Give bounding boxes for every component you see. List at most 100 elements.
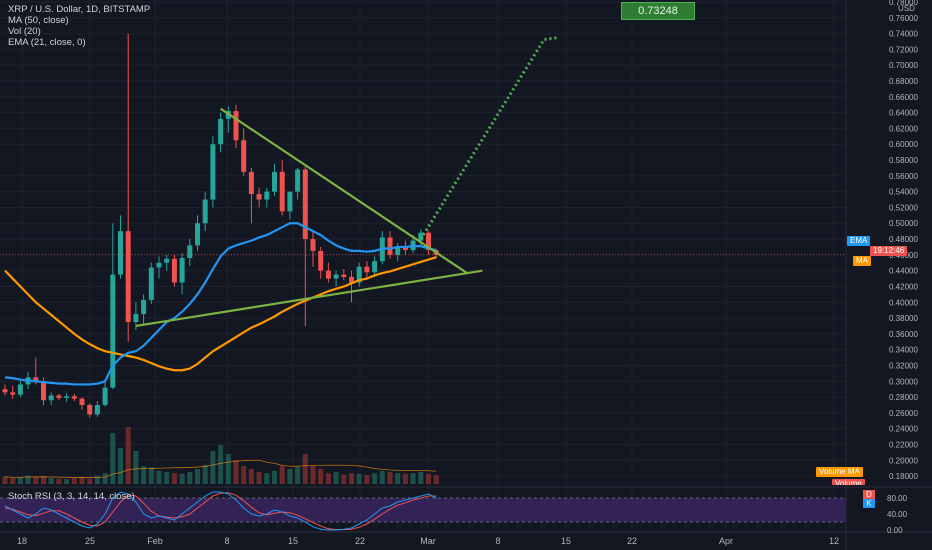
candle-body [248,171,254,195]
support-trendline [135,269,483,328]
candle-body [218,118,224,145]
time-tick-label: Mar [420,536,436,546]
candle-body [118,231,123,275]
target-price-label[interactable]: 0.73248 [621,2,695,20]
rsi-tick-label: 80.00 [887,494,908,503]
price-tick-label: 0.40000 [889,298,918,307]
volume-bar [56,478,62,484]
candlesticks[interactable] [2,33,439,418]
candle-body [64,396,70,398]
volume-bar [233,460,239,484]
volume-tag: Volume [832,479,865,485]
volume-bar [17,477,23,484]
price-tick-label: 0.74000 [889,30,918,39]
volume-bar [295,467,301,484]
candle-body [418,232,424,241]
candle-body [256,194,262,200]
candle-body [402,246,408,251]
candle-body [210,144,216,200]
price-tick-label: 0.28000 [889,393,918,402]
rsi-tick-label: 0.00 [887,526,903,535]
candle-body [264,191,270,200]
countdown-tag: 19:12:46 [870,246,908,256]
time-tick-label: 12 [829,536,839,546]
price-tick-label: 0.38000 [889,314,918,323]
stoch-k-line [4,491,437,531]
candle-body [141,299,147,315]
candle-body [17,384,23,395]
candle-body [87,404,93,415]
volume-bar [379,470,385,484]
price-tick-label: 0.44000 [889,267,918,276]
candle-body [341,274,347,277]
volume-bar [164,472,170,484]
volume-bar [64,479,70,484]
price-tick-label: 0.48000 [889,235,918,244]
volume-bar [225,454,231,484]
candle-body [171,258,177,283]
price-tick-label: 0.30000 [889,377,918,386]
volume-bar [387,472,393,484]
ma-legend[interactable]: MA (50, close) [8,15,69,26]
candle-body [156,262,162,268]
price-tick-label: 0.54000 [889,188,918,197]
volume-bar [364,475,370,484]
volume-bar [241,466,247,484]
volume-bar [248,469,254,484]
candle-body [333,274,339,279]
ma-tag: MA [853,256,871,266]
resistance-trendline [219,107,468,274]
price-tick-label: 0.26000 [889,409,918,418]
candle-body [302,169,308,240]
ema-legend[interactable]: EMA (21, close, 0) [8,37,86,48]
volume-bar [410,473,416,484]
stoch-rsi-title[interactable]: Stoch RSI (3, 3, 14, 14, close) [8,491,135,502]
volume-bar [279,466,285,484]
candle-body [10,392,16,395]
price-tick-label: 0.18000 [889,472,918,481]
time-tick-label: Feb [147,536,163,546]
volume-bar [41,476,46,484]
price-tick-label: 0.52000 [889,203,918,212]
ma-line [4,256,437,372]
volume-bar [426,473,431,484]
price-tick-label: 0.24000 [889,425,918,434]
currency-label: USD [898,4,915,13]
volume-bar [187,472,193,484]
rsi-d-badge: D [863,490,875,499]
candle-body [310,239,316,251]
volume-bar [418,472,424,484]
volume-bar [433,475,439,484]
candle-body [33,377,39,382]
price-tick-label: 0.58000 [889,156,918,165]
candle-body [279,171,285,212]
vol-legend[interactable]: Vol (20) [8,26,41,37]
volume-bar [179,473,185,484]
volume-bar [256,472,262,484]
volume-ma-line [4,459,437,478]
rsi-k-badge: K [863,499,875,508]
candle-body [241,140,247,172]
volume-bar [310,466,316,484]
time-tick-label: 8 [495,536,500,546]
candle-body [233,111,239,141]
volume-bar [325,473,331,484]
time-tick-label: 22 [627,536,637,546]
candle-body [187,245,193,259]
candle-body [295,169,301,192]
symbol-title[interactable]: XRP / U.S. Dollar, 1D, BITSTAMP [8,4,151,15]
price-tick-label: 0.68000 [889,77,918,86]
price-tick-label: 0.20000 [889,456,918,465]
price-tick-label: 0.56000 [889,172,918,181]
volume-bar [210,451,216,484]
candle-body [395,246,401,255]
candle-body [195,223,200,246]
volume-bar [102,473,108,484]
volume-bar [264,473,270,484]
price-tick-label: 0.36000 [889,330,918,339]
volume-bar [218,445,224,484]
candle-body [148,267,154,300]
volume-bar [48,478,54,484]
